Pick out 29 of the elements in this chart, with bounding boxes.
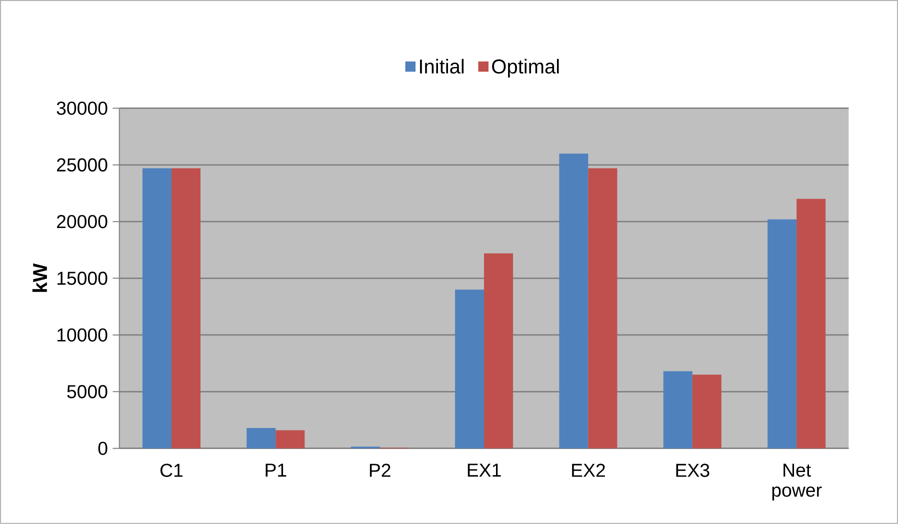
bar bbox=[276, 430, 305, 448]
y-tick-label: 0 bbox=[98, 442, 108, 456]
x-tick-label: Net power bbox=[772, 464, 822, 501]
bar bbox=[142, 168, 172, 448]
bar bbox=[796, 198, 826, 448]
bar bbox=[484, 253, 514, 448]
bar bbox=[171, 168, 200, 448]
x-tick-label: EX2 bbox=[572, 464, 605, 477]
y-tick-label: 15000 bbox=[57, 272, 108, 285]
legend-label: Optimal bbox=[492, 58, 559, 78]
bar bbox=[768, 219, 797, 448]
y-axis-title: kW bbox=[32, 263, 47, 292]
x-tick-label: C1 bbox=[160, 464, 182, 478]
y-tick-label: 30000 bbox=[56, 102, 108, 115]
y-tick-label: 25000 bbox=[57, 158, 108, 172]
bar bbox=[246, 428, 276, 448]
bar bbox=[692, 374, 722, 448]
x-tick-label: P1 bbox=[266, 464, 286, 477]
y-tick-label: 10000 bbox=[57, 328, 108, 342]
bar bbox=[559, 154, 588, 448]
bar bbox=[663, 371, 692, 448]
y-tick-label: 20000 bbox=[57, 215, 108, 228]
legend-label: Initial bbox=[420, 58, 464, 74]
x-tick-label: EX1 bbox=[468, 464, 501, 477]
x-tick-label: EX3 bbox=[676, 464, 710, 478]
x-tick-label: P2 bbox=[370, 464, 390, 477]
bar bbox=[588, 168, 618, 448]
y-tick-label: 5000 bbox=[67, 385, 108, 398]
bar bbox=[455, 290, 484, 448]
